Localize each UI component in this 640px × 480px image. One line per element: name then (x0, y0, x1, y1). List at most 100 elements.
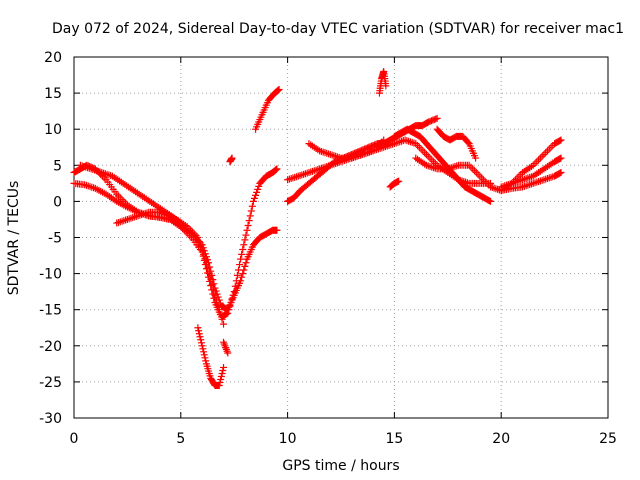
data-point (556, 169, 564, 177)
data-point (531, 179, 539, 187)
data-point (202, 265, 210, 273)
data-point (540, 176, 548, 184)
data-point (227, 298, 235, 306)
data-point (197, 336, 205, 344)
data-point (275, 85, 283, 93)
series-track-a (70, 161, 281, 314)
data-point (294, 172, 302, 180)
data-point (239, 270, 247, 278)
data-point (228, 154, 236, 162)
data-point (207, 282, 215, 290)
data-point (519, 183, 527, 191)
data-point (215, 382, 223, 390)
data-point (469, 165, 477, 173)
data-point (127, 214, 135, 222)
y-tick-labels: 20 15 10 5 0 -5 -10 -15 -20 -25 -30 (39, 50, 62, 427)
y-tick-label: 5 (53, 158, 62, 174)
data-point (536, 177, 544, 185)
data-point (120, 217, 128, 225)
data-point (231, 282, 239, 290)
data-point (249, 197, 257, 205)
data-point (252, 191, 260, 199)
data-point (513, 178, 521, 186)
data-point (194, 234, 202, 241)
data-point (405, 137, 413, 145)
data-point (139, 210, 147, 218)
data-point (113, 219, 121, 227)
data-point (194, 324, 202, 332)
data-point (474, 170, 482, 178)
data-point (547, 143, 555, 151)
data-point (305, 169, 313, 177)
data-point (215, 306, 223, 314)
data-point (199, 345, 207, 353)
data-point (204, 264, 212, 272)
data-point (289, 174, 297, 182)
data-point (538, 176, 546, 184)
data-point (300, 170, 308, 178)
data-point (223, 310, 231, 318)
data-point (238, 250, 246, 258)
data-point (125, 215, 133, 223)
data-point (238, 273, 246, 281)
series-track-e (194, 324, 228, 390)
data-point (219, 366, 227, 374)
data-point (217, 372, 225, 380)
data-point (298, 171, 306, 179)
data-point (273, 165, 281, 173)
data-point (478, 174, 486, 182)
data-point (217, 311, 225, 319)
data-point (524, 181, 532, 189)
x-tick-label: 10 (279, 431, 297, 447)
data-point (472, 169, 480, 177)
data-point (272, 166, 280, 174)
y-tick-label: -25 (39, 375, 62, 391)
data-point (433, 114, 441, 122)
data-point (195, 327, 203, 335)
data-point (465, 161, 473, 169)
data-point (254, 185, 262, 193)
data-point (201, 354, 209, 362)
y-tick-label: -15 (39, 303, 62, 319)
data-point (195, 238, 203, 246)
data-point (328, 151, 336, 159)
chart-title: Day 072 of 2024, Sidereal Day-to-day VTE… (52, 21, 624, 37)
data-point (323, 149, 331, 157)
data-point (557, 169, 565, 177)
series-track-n (412, 154, 505, 195)
data-point (242, 259, 250, 267)
data-point (395, 177, 403, 185)
data-point (200, 348, 208, 356)
data-point (202, 259, 210, 267)
data-point (487, 183, 495, 191)
data-point (224, 309, 232, 317)
data-point (82, 181, 90, 189)
data-point (255, 182, 263, 190)
data-point (122, 216, 130, 224)
data-point (200, 351, 208, 359)
data-point (246, 212, 254, 220)
series-track-g (226, 154, 236, 166)
data-points (70, 67, 565, 390)
data-point (417, 145, 425, 153)
data-point (116, 218, 124, 226)
data-point (519, 176, 527, 184)
data-point (197, 339, 205, 347)
series-track-f (220, 338, 232, 357)
series-track-h (252, 85, 283, 133)
data-point (309, 167, 317, 175)
data-point (492, 185, 500, 193)
data-point (200, 250, 208, 258)
data-point (271, 166, 279, 174)
data-point (232, 277, 240, 285)
data-point (214, 301, 222, 309)
data-point (303, 169, 311, 177)
data-point (245, 217, 253, 225)
data-point (202, 357, 210, 365)
data-point (224, 349, 232, 357)
data-point (545, 145, 553, 153)
data-point (557, 154, 565, 162)
data-point (396, 138, 404, 146)
y-tick-label: 10 (44, 122, 62, 138)
